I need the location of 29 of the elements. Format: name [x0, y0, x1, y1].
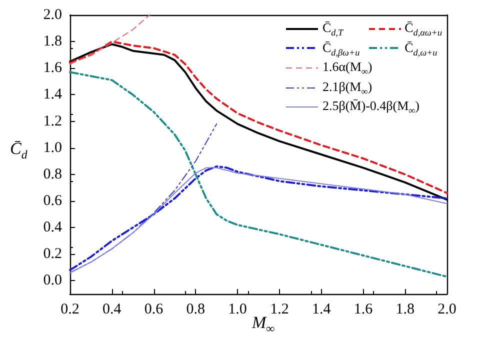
y-axis-title: C̄$_{d}$	[10, 139, 28, 162]
x-tick-label: 1.8	[396, 302, 414, 318]
y-tick-label: 0.4	[43, 220, 62, 236]
x-tick-label: 0.2	[60, 302, 80, 318]
y-tick-label: 1.8	[43, 34, 62, 50]
x-tick-label: 1.4	[312, 302, 332, 318]
legend-label: C̄$_{d,αω+u}$	[404, 20, 442, 38]
y-tick-label: 1.2	[43, 113, 62, 130]
y-tick-label: 0.8	[43, 166, 62, 182]
legend-label: 2.5β(M̄)-0.4β(M$_{∞}$)	[322, 98, 420, 116]
x-tick-label: 0.4	[102, 302, 122, 318]
x-tick-label: 2.0	[438, 302, 456, 318]
x-tick-label: 1.6	[354, 302, 374, 318]
y-tick-label: 1.4	[43, 86, 62, 103]
legend-label: C̄$_{d,βω+u}$	[322, 40, 360, 58]
y-tick-label: 2.0	[43, 7, 62, 23]
legend-label: 2.1β(M$_{∞}$)	[322, 78, 372, 96]
legend-label: 1.6α(M$_{∞}$)	[322, 59, 372, 77]
line-series	[70, 14, 150, 65]
y-tick-label: 1.0	[43, 140, 62, 156]
y-tick-label: 1.6	[43, 60, 62, 76]
legend-label: C̄$_{d,ω+u}$	[404, 40, 438, 58]
y-tick-label: 0.2	[43, 246, 62, 262]
x-tick-label: 0.6	[144, 302, 164, 318]
y-tick-label: 0.0	[43, 272, 62, 289]
x-tick-label: 0.8	[186, 302, 206, 318]
y-tick-label: 0.6	[43, 193, 62, 209]
legend-label: C̄$_{d,T}$	[322, 20, 344, 38]
x-tick-label: 1.0	[228, 302, 247, 318]
